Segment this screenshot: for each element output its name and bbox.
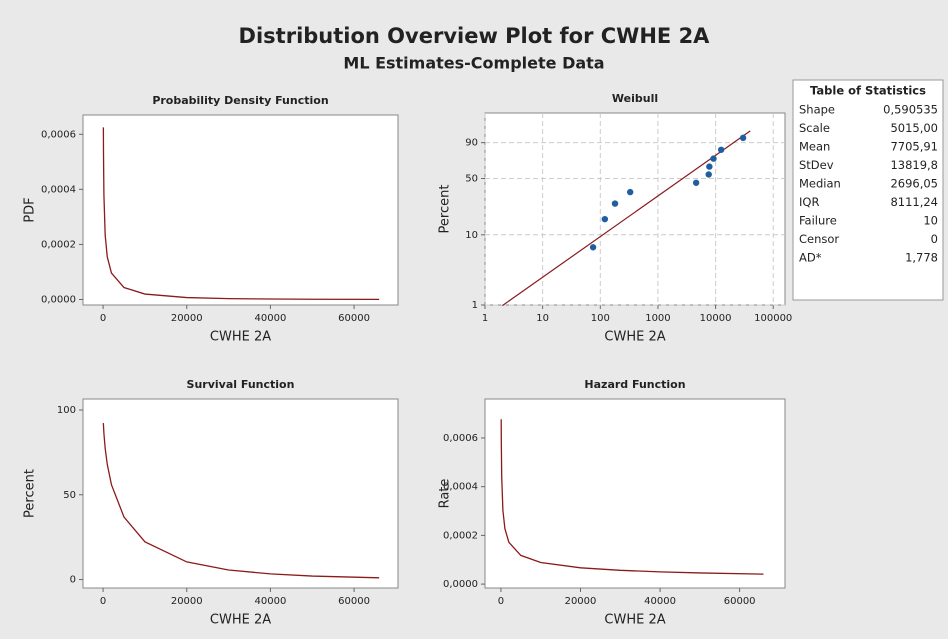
fit-line — [502, 130, 751, 307]
y-tick-label: 0,0002 — [41, 239, 76, 250]
x-axis-label: CWHE 2A — [210, 330, 271, 345]
plot-area — [484, 112, 786, 306]
point — [705, 171, 712, 178]
x-tick-label: 20000 — [565, 596, 597, 607]
x-tick-label: 20000 — [171, 313, 203, 324]
statistics-label: Median — [799, 177, 841, 191]
y-tick-label: 0,0004 — [41, 184, 76, 195]
point — [589, 244, 597, 251]
y-tick-label: 0,0006 — [443, 433, 478, 444]
panel-title: Weibull — [612, 92, 658, 105]
x-tick-label: 20000 — [171, 596, 203, 607]
y-axis-label: Percent — [438, 185, 453, 234]
statistics-value: 7705,91 — [890, 140, 938, 154]
y-tick-label: 50 — [63, 490, 76, 501]
plot-area — [484, 398, 786, 589]
x-axis-label: CWHE 2A — [604, 330, 665, 345]
statistics-label: Censor — [799, 232, 839, 246]
panel-title: Probability Density Function — [152, 94, 328, 107]
x-tick-label: 60000 — [724, 596, 756, 607]
statistics-value: 13819,8 — [890, 158, 938, 172]
y-tick-label: 90 — [465, 138, 478, 149]
x-tick-label: 1000 — [645, 313, 670, 324]
x-tick-label: 100000 — [754, 313, 792, 324]
statistics-value: 0,590535 — [883, 103, 938, 117]
statistics-title: Table of Statistics — [810, 84, 926, 98]
statistics-label: IQR — [799, 195, 819, 209]
plot-area — [82, 398, 399, 589]
y-tick-label: 0,0002 — [443, 530, 478, 541]
x-tick-label: 40000 — [255, 596, 287, 607]
y-tick-label: 0,0000 — [443, 579, 478, 590]
point — [692, 179, 700, 186]
x-tick-label: 100 — [591, 313, 610, 324]
x-tick-label: 60000 — [338, 313, 370, 324]
statistics-label: StDev — [799, 158, 834, 172]
point — [710, 155, 717, 162]
point — [611, 200, 619, 207]
panel-title: Survival Function — [187, 378, 295, 391]
curve — [102, 423, 380, 579]
curve — [102, 127, 380, 301]
y-axis-label: PDF — [23, 197, 38, 222]
y-tick-label: 0,0000 — [41, 294, 76, 305]
statistics-value: 5015,00 — [890, 121, 938, 135]
y-tick-label: 0 — [70, 575, 76, 586]
plot-area — [82, 114, 399, 306]
x-tick-label: 40000 — [644, 596, 676, 607]
panel-title: Hazard Function — [584, 378, 685, 391]
figure-subtitle: ML Estimates-Complete Data — [343, 54, 604, 73]
y-tick-label: 100 — [57, 405, 76, 416]
point — [601, 215, 609, 223]
y-axis-label: Rate — [438, 479, 453, 509]
point — [626, 188, 634, 196]
statistics-label: Failure — [799, 214, 837, 228]
x-tick-label: 40000 — [255, 313, 287, 324]
y-axis-label: Percent — [23, 469, 38, 518]
statistics-label: Scale — [799, 121, 830, 135]
x-tick-label: 0 — [100, 596, 106, 607]
point — [706, 163, 713, 170]
y-tick-label: 1 — [472, 300, 478, 311]
statistics-label: Mean — [799, 140, 830, 154]
statistics-label: Shape — [799, 103, 835, 117]
x-axis-label: CWHE 2A — [604, 613, 665, 628]
statistics-label: AD* — [799, 251, 822, 265]
point — [739, 134, 747, 142]
statistics-value: 10 — [923, 214, 938, 228]
statistics-value: 1,778 — [905, 251, 938, 265]
y-tick-label: 0,0006 — [41, 129, 76, 140]
statistics-value: 8111,24 — [890, 195, 938, 209]
statistics-value: 0 — [931, 232, 938, 246]
x-tick-label: 1 — [482, 313, 488, 324]
x-tick-label: 10 — [536, 313, 549, 324]
x-tick-label: 0 — [498, 596, 504, 607]
x-tick-label: 60000 — [338, 596, 370, 607]
figure-title: Distribution Overview Plot for CWHE 2A — [239, 24, 711, 48]
x-axis-label: CWHE 2A — [210, 613, 271, 628]
x-tick-label: 0 — [100, 313, 106, 324]
statistics-box — [792, 79, 944, 301]
statistics-value: 2696,05 — [890, 177, 938, 191]
y-tick-label: 0,0004 — [443, 482, 478, 493]
curve — [500, 419, 764, 575]
y-tick-label: 10 — [465, 230, 478, 241]
y-tick-label: 50 — [465, 174, 478, 185]
point — [717, 146, 725, 153]
x-tick-label: 10000 — [700, 313, 732, 324]
